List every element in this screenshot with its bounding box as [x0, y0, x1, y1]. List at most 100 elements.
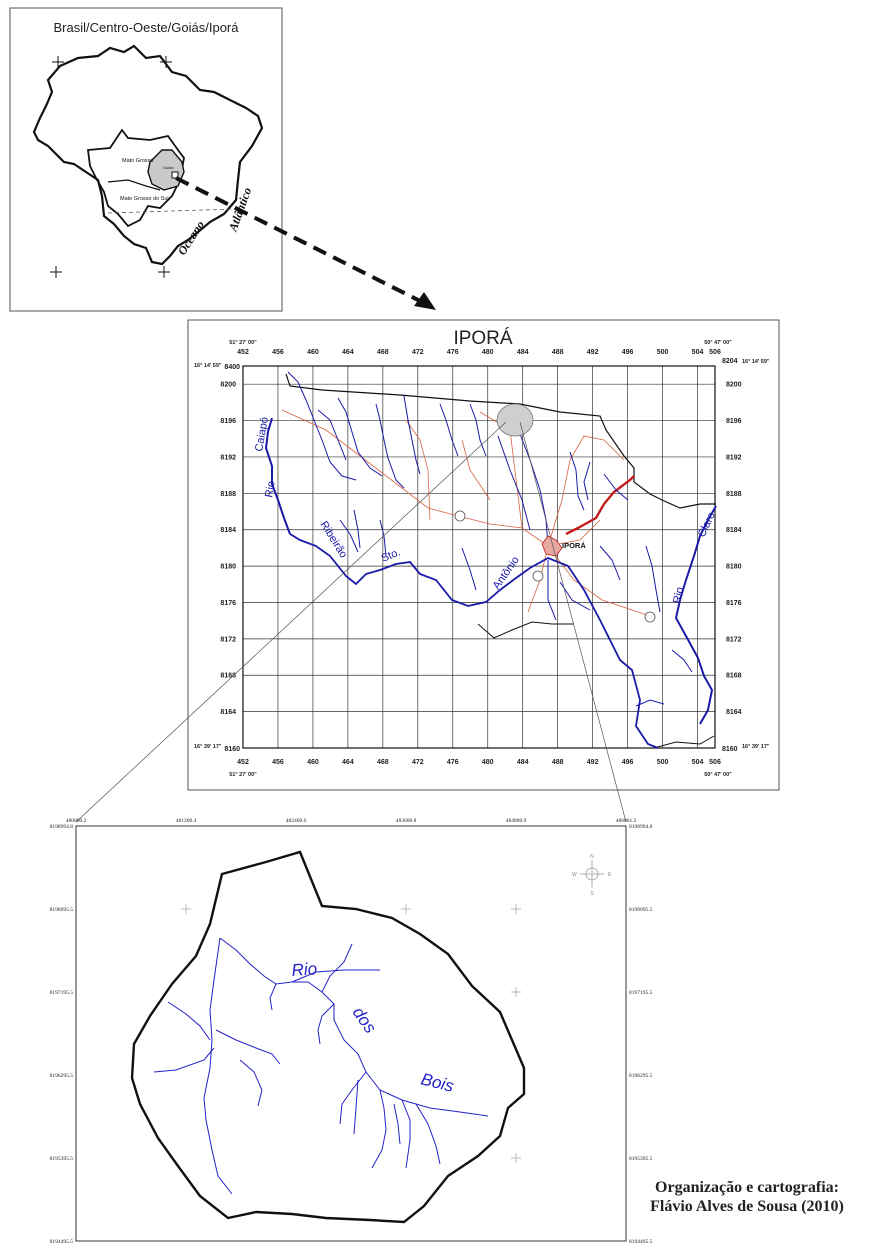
municipality-boundary	[285, 373, 716, 509]
x-tick-label: 484	[517, 349, 529, 356]
compass-w: W	[572, 872, 577, 878]
y-tick-label: 8196	[220, 418, 236, 425]
basin-rivers	[153, 937, 489, 1195]
y-tick-label: 8172	[726, 636, 742, 643]
inset-crosses	[50, 56, 172, 278]
locality-marker	[644, 611, 656, 623]
detail-y-tick-label: 8195395.5	[629, 1156, 653, 1162]
coord-right-bottom: 16° 39' 17"	[742, 744, 770, 750]
x-tick-label: 480	[482, 349, 494, 356]
detail-y-tick-label: 8196295.5	[629, 1073, 653, 1079]
x-tick-label: 472	[412, 349, 424, 356]
x-tick-label: 492	[587, 349, 599, 356]
locality-marker	[454, 510, 466, 522]
detail-area-highlight	[496, 403, 534, 437]
x-tick-label: 504	[692, 759, 704, 766]
detail-tick-labels: 480000.2 481200.4 482400.6 483600.8 484800.9…	[50, 818, 653, 1245]
y-tick-label: 8168	[220, 673, 236, 680]
detail-x-tick-label: 481200.4	[176, 818, 197, 824]
x-tick-label: 484	[517, 759, 529, 766]
state-label-ms: Mato Grosso do Sul	[120, 196, 169, 202]
river-ribeirao	[289, 533, 659, 749]
grid-cross	[401, 904, 411, 914]
label-rio-left: Rio	[263, 480, 278, 498]
credit-block: Organização e cartografia: Flávio Alves …	[632, 1178, 862, 1216]
detail-y-tick-label: 8198994.8	[629, 824, 653, 830]
y-tick-label: 8184	[220, 527, 236, 534]
corner-tl-x: 452	[237, 349, 249, 356]
detail-y-tick-label: 8198994.8	[50, 824, 74, 830]
x-tick-label: 456	[272, 759, 284, 766]
y-tick-label: 8196	[726, 418, 742, 425]
y-tick-label: 8180	[220, 564, 236, 571]
basin-boundary	[130, 850, 526, 1224]
brazil-inset: Brasil/Centro-Oeste/Goiás/Iporá Mato Gro…	[9, 7, 283, 312]
x-tick-label: 464	[342, 349, 354, 356]
corner-tl-y: 8400	[224, 364, 240, 371]
x-tick-label: 464	[342, 759, 354, 766]
y-tick-label: 8200	[220, 382, 236, 389]
credit-line-1: Organização e cartografia:	[655, 1179, 839, 1196]
ipora-marker	[171, 171, 179, 179]
x-tick-label: 460	[307, 759, 319, 766]
detail-y-tick-label: 8198095.5	[50, 907, 74, 913]
x-tick-label: 476	[447, 759, 459, 766]
locality-markers	[454, 510, 656, 623]
coord-bottom-right: 50° 47' 00"	[704, 772, 732, 778]
coord-top-left: 51° 27' 00"	[229, 340, 257, 346]
grid-cross	[511, 904, 521, 914]
y-tick-label: 8176	[726, 600, 742, 607]
x-tick-label: 488	[552, 759, 564, 766]
y-tick-label: 8164	[726, 709, 742, 716]
detail-y-tick-label: 8195395.5	[50, 1156, 74, 1162]
detail-x-tick-label: 486001.2	[616, 818, 637, 824]
detail-map: 480000.2 481200.4 482400.6 483600.8 484800.9…	[50, 818, 653, 1245]
y-tick-label: 8184	[726, 527, 742, 534]
detail-y-tick-label: 8197195.5	[629, 990, 653, 996]
detail-y-tick-label: 8197195.5	[50, 990, 74, 996]
x-tick-label: 480	[482, 759, 494, 766]
detail-y-tick-label: 8198095.5	[629, 907, 653, 913]
ipora-city-label: IPORÁ	[562, 541, 586, 550]
x-tick-label: 496	[622, 349, 634, 356]
y-tick-label: 8188	[726, 491, 742, 498]
x-tick-label: 500	[657, 759, 669, 766]
compass-n: N	[590, 854, 594, 860]
river-caiapo	[264, 417, 291, 535]
detail-x-tick-label: 480000.2	[66, 818, 87, 824]
state-label-mt: Mato Grosso	[122, 158, 153, 164]
label-caiapo: Caiapó	[253, 416, 271, 452]
grid-cross	[511, 1153, 521, 1163]
grid-cross	[181, 904, 191, 914]
detail-y-tick-label: 8194495.5	[50, 1239, 74, 1245]
compass-rose-icon: N S E W	[572, 854, 612, 897]
inset-title: Brasil/Centro-Oeste/Goiás/Iporá	[54, 20, 240, 35]
x-tick-label: 496	[622, 759, 634, 766]
x-tick-label: 506	[709, 759, 721, 766]
locality-marker	[532, 570, 544, 582]
municipality-boundary-south	[477, 621, 574, 639]
coord-left-bottom: 16° 39' 17"	[194, 744, 222, 750]
ipora-title: IPORÁ	[453, 328, 512, 349]
credit-line-2: Flávio Alves de Sousa (2010)	[650, 1198, 844, 1215]
y-tick-label: 8188	[220, 491, 236, 498]
state-label-go: Goiás	[163, 165, 173, 170]
y-tick-label: 8192	[220, 454, 236, 461]
ipora-frame	[187, 319, 780, 791]
compass-e: E	[608, 872, 612, 878]
x-tick-label: 468	[377, 759, 389, 766]
ipora-map: IPORÁ 4564564604604644644684684724724764…	[187, 319, 780, 791]
y-tick-label: 8164	[220, 709, 236, 716]
x-tick-label: 488	[552, 349, 564, 356]
detail-x-tick-label: 483600.8	[396, 818, 417, 824]
label-rio-right: Rio	[671, 586, 686, 605]
detail-y-tick-label: 8196295.5	[50, 1073, 74, 1079]
coord-bottom-left: 51° 27' 00"	[229, 772, 257, 778]
grid-cross	[511, 987, 521, 997]
y-tick-label: 8192	[726, 454, 742, 461]
y-tick-label: 8168	[726, 673, 742, 680]
x-tick-label: 492	[587, 759, 599, 766]
brazil-outline	[32, 44, 264, 266]
coord-left-top: 16° 14' 59"	[194, 363, 222, 369]
